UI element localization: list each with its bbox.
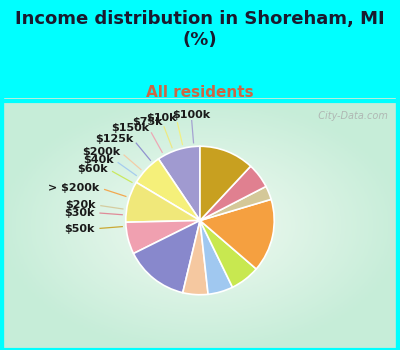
Text: $200k: $200k: [82, 147, 120, 157]
Text: $125k: $125k: [95, 134, 133, 144]
Text: $40k: $40k: [83, 155, 114, 164]
Text: City-Data.com: City-Data.com: [312, 111, 388, 121]
Wedge shape: [200, 220, 256, 287]
Wedge shape: [126, 182, 200, 222]
Wedge shape: [134, 220, 200, 293]
Wedge shape: [200, 166, 266, 220]
Wedge shape: [136, 159, 200, 220]
Text: $150k: $150k: [111, 123, 149, 133]
Wedge shape: [200, 220, 232, 294]
Text: $100k: $100k: [172, 111, 210, 120]
Text: All residents: All residents: [146, 85, 254, 100]
Text: $30k: $30k: [64, 208, 95, 218]
Text: Income distribution in Shoreham, MI
(%): Income distribution in Shoreham, MI (%): [15, 10, 385, 49]
Text: $75k: $75k: [132, 117, 162, 127]
Wedge shape: [126, 220, 200, 253]
Text: $20k: $20k: [65, 200, 96, 210]
Wedge shape: [200, 199, 274, 269]
Wedge shape: [183, 220, 208, 295]
Text: $60k: $60k: [77, 164, 108, 174]
Wedge shape: [200, 146, 251, 220]
Wedge shape: [200, 187, 271, 220]
Wedge shape: [158, 146, 200, 220]
Text: $10k: $10k: [146, 113, 176, 123]
Text: > $200k: > $200k: [48, 183, 100, 193]
Text: $50k: $50k: [64, 224, 95, 234]
